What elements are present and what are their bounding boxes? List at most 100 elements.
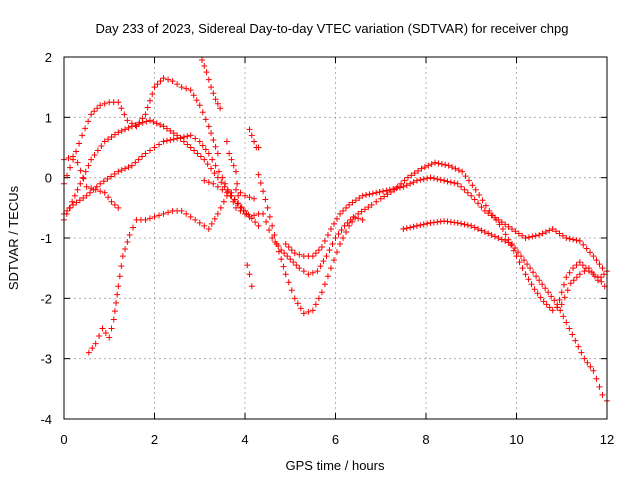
plus-marker <box>542 228 549 235</box>
plus-marker <box>114 291 121 298</box>
plus-marker <box>408 172 415 179</box>
plus-marker <box>368 201 375 208</box>
plus-marker <box>208 165 215 172</box>
plus-marker <box>184 133 191 140</box>
plus-marker <box>315 295 322 302</box>
plus-marker <box>246 213 253 220</box>
plus-marker <box>111 171 118 178</box>
plus-marker <box>67 164 74 171</box>
plus-marker <box>93 183 100 190</box>
plus-marker <box>154 81 161 88</box>
plus-marker <box>211 215 218 222</box>
plus-marker <box>284 253 291 260</box>
plus-marker <box>208 220 215 227</box>
plus-marker <box>441 177 448 184</box>
plus-marker <box>110 316 117 323</box>
y-tick-label: 1 <box>45 110 52 125</box>
plus-marker <box>97 102 104 109</box>
plus-marker <box>349 218 356 225</box>
plus-marker <box>401 177 408 184</box>
plus-marker <box>404 174 411 181</box>
plus-marker <box>190 92 197 99</box>
plus-marker <box>549 225 556 232</box>
plus-marker <box>187 213 194 220</box>
y-tick-label: -1 <box>40 231 52 246</box>
plus-marker <box>329 241 336 248</box>
plus-marker <box>335 230 342 237</box>
x-tick-label: 8 <box>422 432 429 447</box>
plus-marker <box>415 167 422 174</box>
plus-marker <box>108 173 115 180</box>
plus-marker <box>575 343 582 350</box>
plus-marker <box>85 162 92 169</box>
plus-marker <box>174 132 181 139</box>
plus-marker <box>427 174 434 181</box>
plus-marker <box>104 175 111 182</box>
plus-marker <box>471 224 478 231</box>
plus-marker <box>118 263 125 270</box>
plus-marker <box>398 180 405 187</box>
plus-marker <box>69 198 76 205</box>
plus-marker <box>163 137 170 144</box>
plus-marker <box>199 57 206 64</box>
plus-marker <box>359 216 366 223</box>
plus-marker <box>585 268 592 275</box>
plus-marker <box>495 216 502 223</box>
chart-title: Day 233 of 2023, Sidereal Day-to-day VTE… <box>95 21 568 36</box>
plus-marker <box>125 164 132 171</box>
plus-marker <box>346 222 353 229</box>
plus-marker <box>323 253 330 260</box>
plus-marker <box>521 257 528 264</box>
plus-marker <box>191 147 198 154</box>
plus-marker <box>352 197 359 204</box>
plus-marker <box>563 274 570 281</box>
plus-marker <box>488 212 495 219</box>
plus-marker <box>579 262 586 269</box>
plus-marker <box>238 204 245 211</box>
plus-marker <box>576 238 583 245</box>
series-track-e <box>61 153 122 211</box>
plus-marker <box>545 289 552 296</box>
plus-marker <box>525 276 532 283</box>
plus-marker <box>428 161 435 168</box>
plus-marker <box>321 238 328 245</box>
plus-marker <box>142 111 149 118</box>
plus-marker <box>269 222 276 229</box>
plus-marker <box>266 213 273 220</box>
plus-marker <box>377 195 384 202</box>
plus-marker <box>76 197 83 204</box>
plus-marker <box>128 120 135 127</box>
plus-marker <box>285 279 292 286</box>
plus-marker <box>539 230 546 237</box>
plus-marker <box>510 247 517 254</box>
plus-marker <box>122 165 129 172</box>
plus-marker <box>170 136 177 143</box>
plus-marker <box>468 222 475 229</box>
plus-marker <box>98 142 105 149</box>
plus-marker <box>421 164 428 171</box>
plus-marker <box>581 355 588 362</box>
plus-marker <box>365 204 372 211</box>
plus-marker <box>230 162 237 169</box>
plus-marker <box>157 121 164 128</box>
plus-marker <box>546 304 553 311</box>
plus-marker <box>115 99 122 106</box>
plus-marker <box>334 249 341 256</box>
plus-marker <box>251 195 258 202</box>
plus-marker <box>390 185 397 192</box>
plus-marker <box>215 168 222 175</box>
plus-marker <box>99 325 106 332</box>
plus-marker <box>167 127 174 134</box>
plus-marker <box>192 135 199 142</box>
plus-marker <box>522 271 529 278</box>
plus-marker <box>288 247 295 254</box>
plus-marker <box>220 198 227 205</box>
plus-marker <box>330 220 337 227</box>
plus-marker <box>600 271 607 278</box>
plus-marker <box>119 253 126 260</box>
plus-marker <box>163 125 170 132</box>
plus-marker <box>478 204 485 211</box>
plus-marker <box>438 161 445 168</box>
plus-marker <box>522 235 529 241</box>
plus-marker <box>432 159 439 166</box>
